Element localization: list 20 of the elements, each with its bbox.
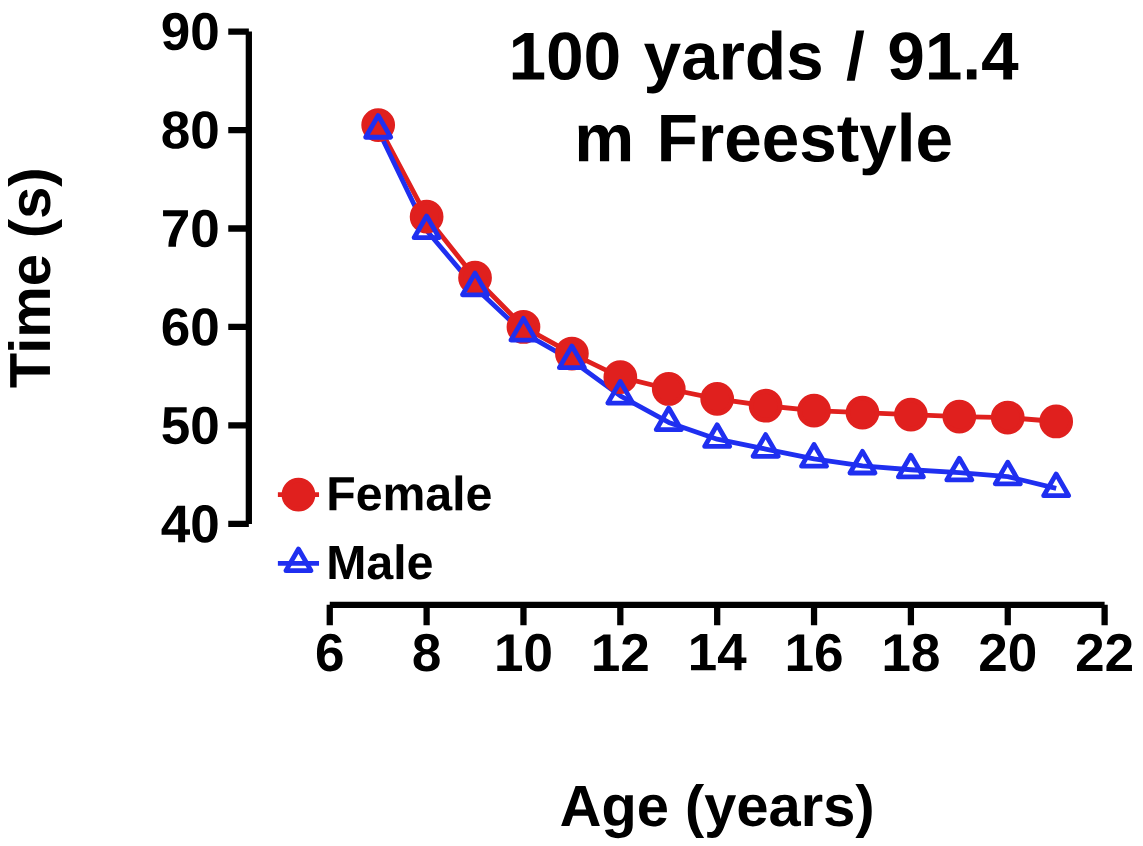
x-tick-label: 10 xyxy=(497,633,551,672)
y-tick-label: 60 xyxy=(162,308,218,346)
y-tick-label: 70 xyxy=(163,209,218,248)
y-axis-title: Time (s) xyxy=(8,170,62,388)
y-tick-label: 80 xyxy=(162,111,218,149)
legend-label: Male xyxy=(329,544,432,580)
text: 100 yards / 91.4 m Freestyle xyxy=(512,30,1019,176)
x-axis-title: Age (years) xyxy=(561,783,872,839)
x-tick-label: 22 xyxy=(1076,633,1132,671)
y-tick-label: 50 xyxy=(162,406,218,445)
y-tick-label: 90 xyxy=(162,12,218,51)
x-tick-label: 16 xyxy=(787,633,842,672)
x-tick-label: 6 xyxy=(316,633,343,672)
x-tick-label: 20 xyxy=(980,633,1036,672)
x-tick-label: 18 xyxy=(884,633,939,672)
x-tick-label: 12 xyxy=(594,633,648,671)
x-tick-label: 14 xyxy=(691,633,747,671)
y-tick-label: 40 xyxy=(161,505,218,543)
x-tick-label: 8 xyxy=(413,633,440,672)
legend-label: Female xyxy=(329,475,491,511)
